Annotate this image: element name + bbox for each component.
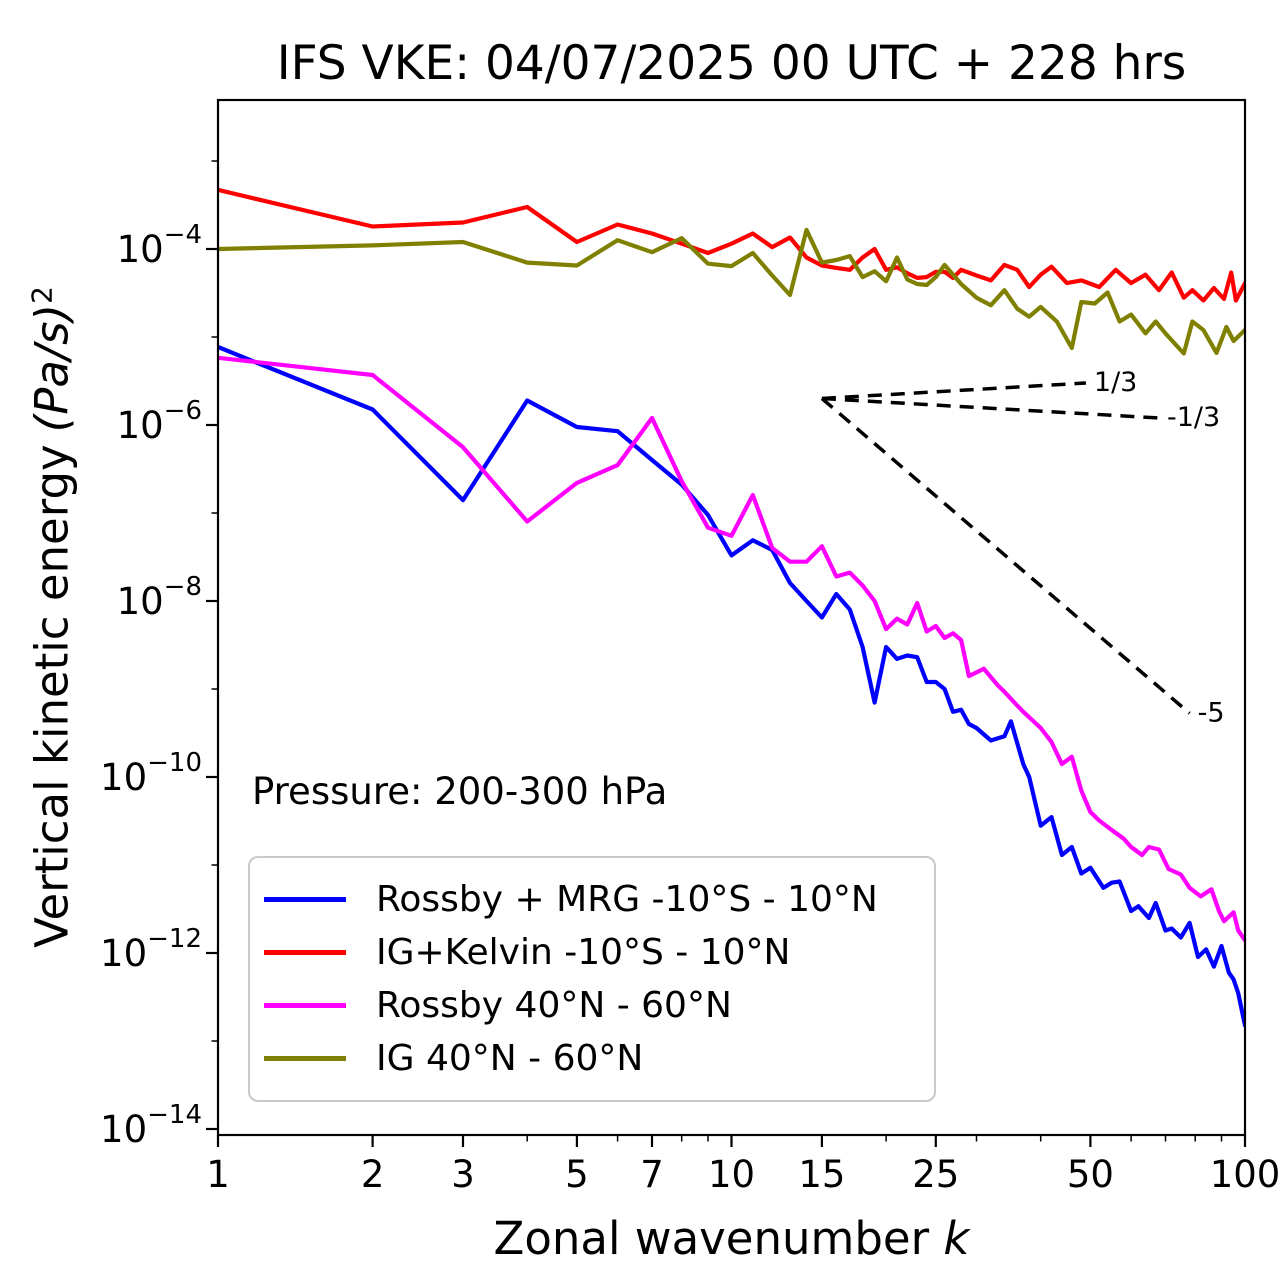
series-line-ig-midlat bbox=[218, 227, 1245, 356]
reference-line--1-3 bbox=[821, 396, 1160, 420]
legend-item: IG 40°N - 60°N bbox=[264, 1032, 924, 1085]
x-axis-tick-label: 10 bbox=[708, 1153, 755, 1196]
series-line-rossby-mrg-tropics bbox=[218, 344, 1245, 1028]
legend-item: Rossby + MRG -10°S - 10°N bbox=[264, 873, 924, 926]
y-axis-unit: (Pa/s) bbox=[25, 303, 79, 433]
y-axis-tick-label: 10−4 bbox=[117, 220, 202, 271]
y-axis-ticks: 10−4 10−6 10−8 10−10 10−12 10−14 bbox=[100, 160, 218, 1151]
x-axis-label: Zonal wavenumber k bbox=[218, 1212, 1245, 1265]
x-axis-tick-label: 100 bbox=[1210, 1153, 1280, 1196]
x-axis-tick-label: 2 bbox=[361, 1153, 385, 1196]
x-axis-ticks: 1 2 3 5 7 10 15 25 50 100 bbox=[206, 1135, 1280, 1196]
reference-line-label: -5 bbox=[1198, 697, 1225, 728]
x-axis-label-variable: k bbox=[943, 1212, 970, 1265]
y-axis-tick-label: 10−6 bbox=[117, 396, 202, 447]
series-line-rossby-midlat bbox=[218, 355, 1245, 943]
y-axis-tick-label: 10−8 bbox=[117, 572, 202, 623]
x-axis-tick-label: 5 bbox=[565, 1153, 589, 1196]
legend-label: Rossby + MRG -10°S - 10°N bbox=[376, 879, 878, 920]
legend-swatch-rossby-mrg-tropics bbox=[264, 897, 346, 902]
legend-swatch-rossby-midlat bbox=[264, 1003, 346, 1008]
x-axis-tick-label: 50 bbox=[1067, 1153, 1114, 1196]
legend-label: Rossby 40°N - 60°N bbox=[376, 985, 732, 1026]
y-axis-tick-label: 10−12 bbox=[100, 924, 202, 975]
legend-label: IG 40°N - 60°N bbox=[376, 1038, 644, 1079]
legend-swatch-ig-kelvin-tropics bbox=[264, 950, 346, 955]
y-axis-label-text: Vertical kinetic energy bbox=[25, 444, 79, 948]
reference-line-label: 1/3 bbox=[1094, 367, 1137, 398]
reference-line--5 bbox=[820, 397, 1191, 715]
reference-lines: 1/3 -1/3 -5 bbox=[820, 367, 1225, 728]
reference-line-label: -1/3 bbox=[1167, 402, 1220, 433]
x-axis-tick-label: 7 bbox=[640, 1153, 664, 1196]
pressure-annotation: Pressure: 200-300 hPa bbox=[252, 770, 668, 813]
y-axis-tick-label: 10−14 bbox=[100, 1100, 202, 1151]
legend-item: IG+Kelvin -10°S - 10°N bbox=[264, 926, 924, 979]
x-axis-tick-label: 15 bbox=[798, 1153, 845, 1196]
series-line-ig-kelvin-tropics bbox=[218, 187, 1245, 303]
y-axis-label: Vertical kinetic energy (Pa/s)2 bbox=[26, 286, 79, 948]
reference-line-1-3 bbox=[821, 381, 1087, 401]
legend: Rossby + MRG -10°S - 10°N IG+Kelvin -10°… bbox=[248, 856, 936, 1102]
legend-item: Rossby 40°N - 60°N bbox=[264, 979, 924, 1032]
x-axis-tick-label: 3 bbox=[451, 1153, 475, 1196]
legend-label: IG+Kelvin -10°S - 10°N bbox=[376, 932, 791, 973]
y-axis-unit-exponent: 2 bbox=[25, 286, 59, 304]
series-lines bbox=[218, 187, 1245, 1028]
y-axis-tick-label: 10−10 bbox=[100, 748, 202, 799]
x-axis-tick-label: 1 bbox=[206, 1153, 230, 1196]
x-axis-tick-label: 25 bbox=[912, 1153, 959, 1196]
legend-swatch-ig-midlat bbox=[264, 1056, 346, 1061]
x-axis-label-text: Zonal wavenumber bbox=[493, 1212, 930, 1265]
chart-title: IFS VKE: 04/07/2025 00 UTC + 228 hrs bbox=[276, 36, 1187, 91]
